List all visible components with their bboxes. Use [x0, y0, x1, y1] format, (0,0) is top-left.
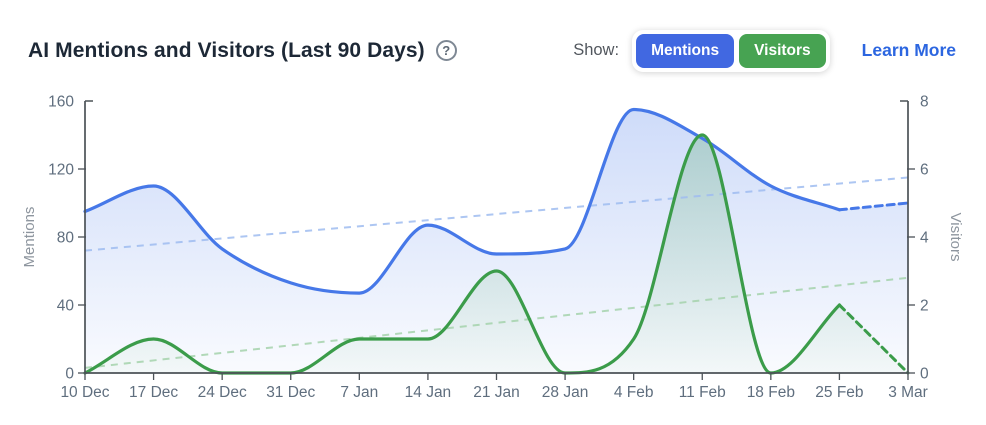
- axes: 0 40 80 120 160 0 2 4 6 8 10 Dec 17 Dec 24 Dec 31 Dec…: [21, 94, 964, 402]
- learn-more-link[interactable]: Learn More: [861, 40, 956, 60]
- chart-canvas[interactable]: 0 40 80 120 160 0 2 4 6 8 10 Dec 17 Dec 24 Dec 31 Dec…: [0, 85, 986, 425]
- visitors-forecast-line: [837, 303, 910, 375]
- svg-text:3 Mar: 3 Mar: [888, 384, 928, 401]
- visitors-trend-line: [84, 276, 909, 369]
- svg-text:18 Feb: 18 Feb: [747, 384, 795, 401]
- toggle-mentions-button[interactable]: Mentions: [636, 33, 735, 68]
- svg-text:17 Dec: 17 Dec: [129, 384, 178, 401]
- toggle-visitors-button[interactable]: Visitors: [739, 33, 826, 68]
- series-toggle-group: Mentions Visitors: [632, 29, 830, 72]
- svg-text:10 Dec: 10 Dec: [60, 384, 109, 401]
- svg-text:28 Jan: 28 Jan: [542, 384, 589, 401]
- svg-text:4: 4: [920, 230, 929, 247]
- svg-text:31 Dec: 31 Dec: [266, 384, 315, 401]
- svg-text:120: 120: [48, 162, 74, 179]
- svg-text:0: 0: [920, 366, 929, 383]
- svg-text:0: 0: [65, 366, 74, 383]
- header: AI Mentions and Visitors (Last 90 Days) …: [0, 0, 986, 85]
- svg-text:14 Jan: 14 Jan: [405, 384, 452, 401]
- mentions-forecast-line: [837, 201, 910, 212]
- svg-text:4 Feb: 4 Feb: [614, 384, 654, 401]
- right-axis-title: Visitors: [947, 213, 964, 262]
- show-label: Show:: [573, 41, 620, 59]
- svg-text:21 Jan: 21 Jan: [473, 384, 520, 401]
- svg-text:40: 40: [57, 298, 75, 315]
- title-row: AI Mentions and Visitors (Last 90 Days) …: [28, 39, 457, 63]
- svg-text:80: 80: [57, 230, 75, 247]
- chart-area[interactable]: 0 40 80 120 160 0 2 4 6 8 10 Dec 17 Dec 24 Dec 31 Dec…: [0, 85, 986, 425]
- page-title: AI Mentions and Visitors (Last 90 Days): [28, 38, 425, 62]
- svg-text:7 Jan: 7 Jan: [340, 384, 378, 401]
- svg-text:6: 6: [920, 162, 929, 179]
- mentions-line: [83, 107, 842, 295]
- visitors-area: [85, 135, 908, 373]
- svg-text:25 Feb: 25 Feb: [815, 384, 863, 401]
- svg-text:2: 2: [920, 298, 929, 315]
- svg-text:24 Dec: 24 Dec: [198, 384, 247, 401]
- left-axis-title: Mentions: [21, 207, 38, 268]
- header-controls: Show: Mentions Visitors Learn More: [573, 29, 956, 72]
- svg-text:160: 160: [48, 94, 74, 111]
- svg-text:11 Feb: 11 Feb: [679, 384, 726, 401]
- help-icon[interactable]: ?: [435, 40, 457, 61]
- svg-text:8: 8: [920, 94, 929, 111]
